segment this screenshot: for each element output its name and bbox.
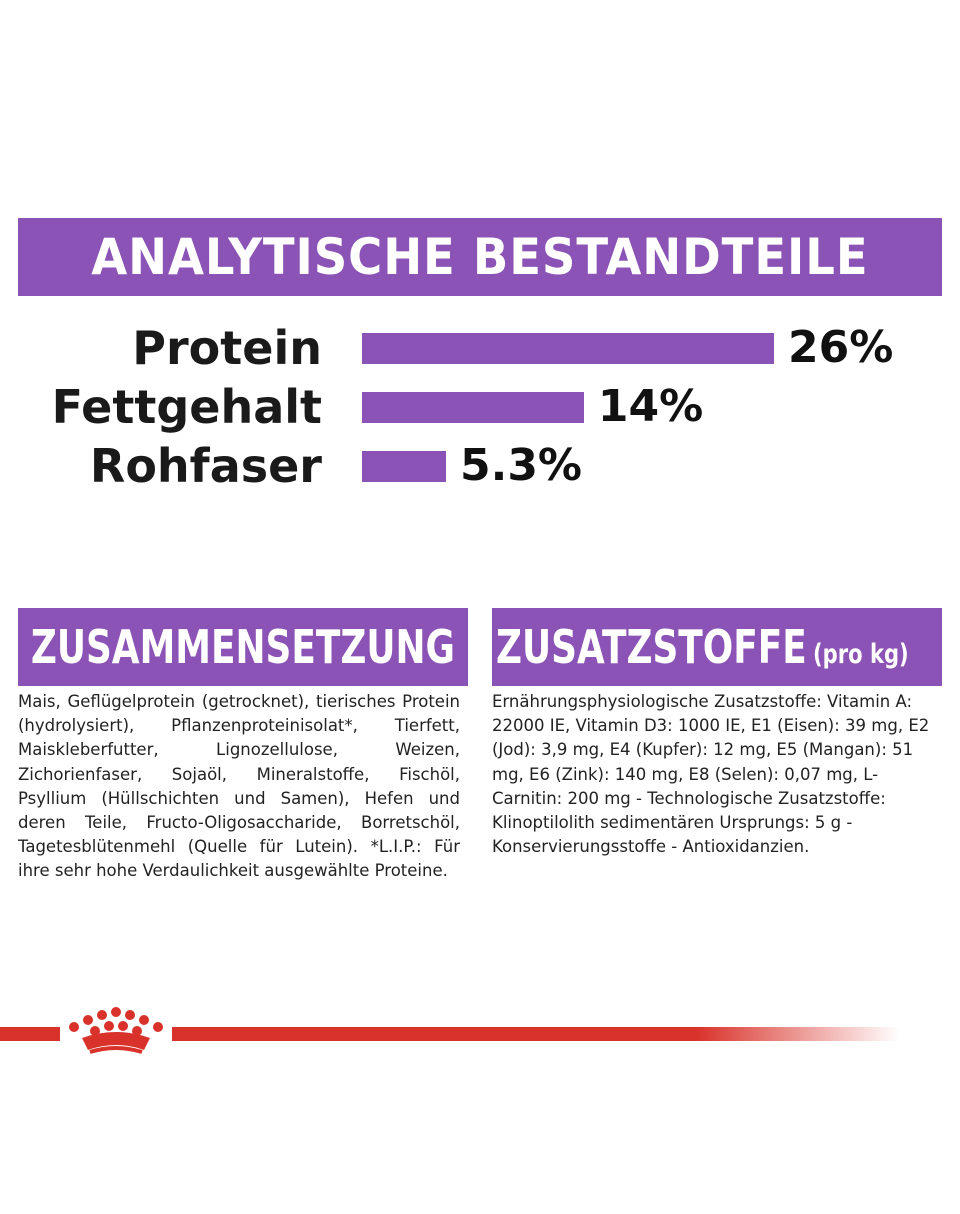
nutrient-value: 5.3% (459, 440, 583, 491)
additives-title-banner: ZUSATZSTOFFE (pro kg) (492, 608, 942, 686)
nutrient-label: Rohfaser (89, 439, 322, 493)
brand-line-left (0, 1027, 60, 1041)
analytic-title: ANALYTISCHE BESTANDTEILE (91, 228, 869, 286)
nutrient-bar (362, 451, 446, 482)
nutrient-value: 26% (788, 322, 894, 373)
additives-text: Ernährungsphysiologische Zusatzstoffe: V… (492, 692, 930, 857)
composition-text: Mais, Geflügelprotein (getrocknet), tier… (18, 692, 460, 881)
nutrient-label: Fettgehalt (51, 380, 322, 434)
brand-line-right (172, 1027, 900, 1041)
nutrient-bar (362, 333, 774, 364)
nutrient-row-protein: Protein 26% (0, 320, 960, 376)
nutrient-value: 14% (597, 381, 704, 432)
nutrient-row-rohfaser: Rohfaser 5.3% (0, 438, 960, 494)
crown-icon (69, 1007, 163, 1054)
nutrient-label: Protein (132, 321, 322, 375)
additives-title-suffix: (pro kg) (813, 639, 909, 670)
nutrient-row-fettgehalt: Fettgehalt 14% (0, 379, 960, 435)
composition-title-banner: ZUSAMMENSETZUNG (18, 608, 468, 686)
nutrient-bar (362, 392, 584, 423)
analytic-title-banner: ANALYTISCHE BESTANDTEILE (18, 218, 942, 296)
composition-title: ZUSAMMENSETZUNG (30, 620, 456, 674)
additives-title: ZUSATZSTOFFE (496, 620, 807, 674)
